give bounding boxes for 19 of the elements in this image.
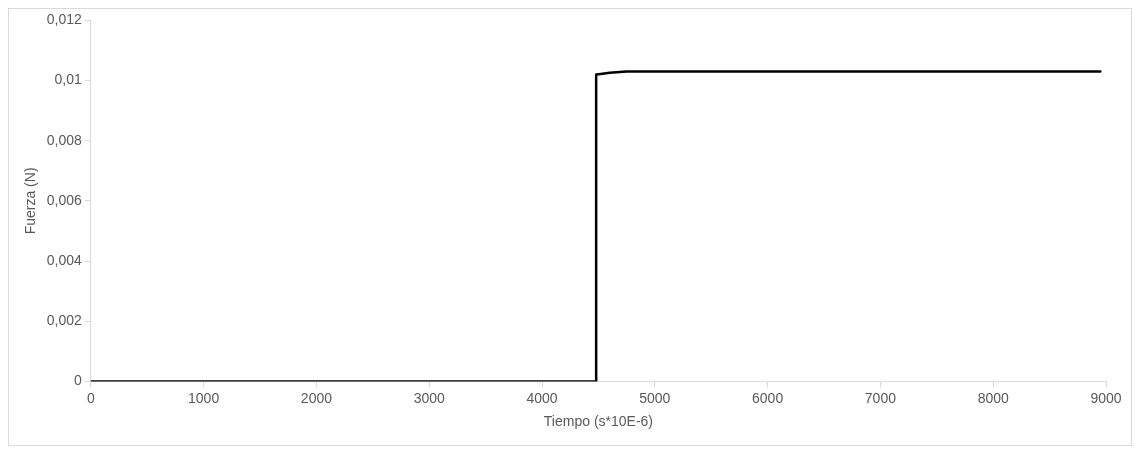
y-tick-label: 0,01 bbox=[54, 71, 83, 88]
x-axis-title: Tiempo (s*10E-6) bbox=[543, 413, 654, 430]
y-tick-label: 0 bbox=[74, 372, 83, 389]
x-tick-label: 5000 bbox=[639, 389, 671, 406]
x-tick-label: 6000 bbox=[752, 389, 784, 406]
y-tick-label: 0,002 bbox=[46, 312, 83, 329]
y-tick-label: 0,008 bbox=[46, 131, 83, 148]
y-tick-label: 0,004 bbox=[46, 251, 83, 268]
x-tick-label: 3000 bbox=[413, 389, 445, 406]
y-tick-label: 0,012 bbox=[46, 11, 83, 28]
x-tick-label: 9000 bbox=[1090, 389, 1122, 406]
x-tick-label: 0 bbox=[86, 389, 95, 406]
y-axis-title: Fuerza (N) bbox=[22, 167, 39, 235]
x-tick-label: 8000 bbox=[977, 389, 1009, 406]
x-tick-label: 1000 bbox=[188, 389, 220, 406]
x-tick-label: 7000 bbox=[864, 389, 897, 406]
x-tick-label: 2000 bbox=[300, 389, 333, 406]
x-tick-label: 4000 bbox=[526, 389, 558, 406]
y-tick-label: 0,006 bbox=[46, 191, 83, 208]
